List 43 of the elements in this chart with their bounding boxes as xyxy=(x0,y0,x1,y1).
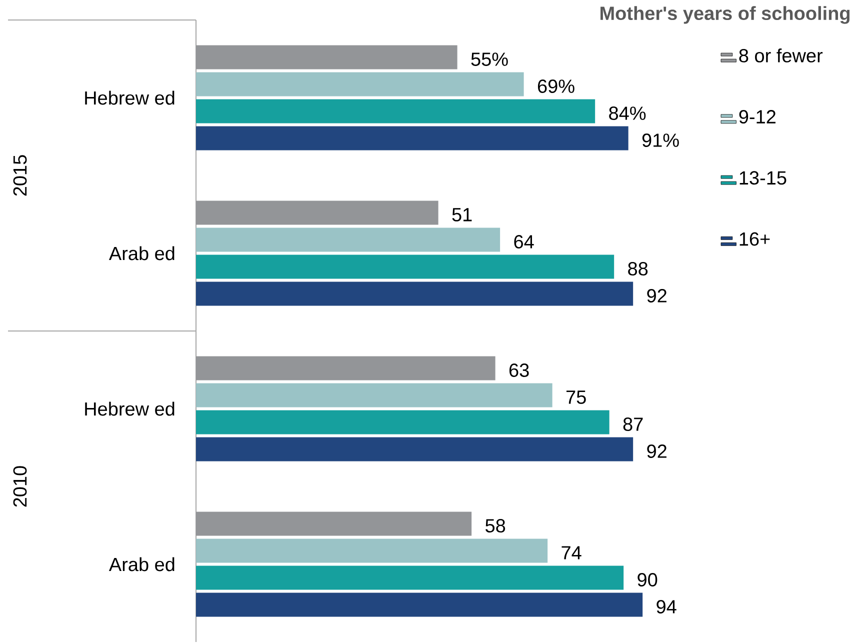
y-tick-label: Arab ed xyxy=(108,558,174,572)
data-label: 87 xyxy=(623,418,643,432)
text: 2015 xyxy=(13,155,27,196)
bar xyxy=(196,201,438,225)
data-label: 74 xyxy=(562,546,582,560)
bar xyxy=(196,282,634,306)
data-label: 63 xyxy=(509,364,529,378)
legend-title: Mother's years of schooling xyxy=(600,6,850,24)
data-label: 51 xyxy=(452,208,472,222)
y-tick-label: Arab ed xyxy=(108,246,174,260)
data-label: 92 xyxy=(647,289,666,303)
bar xyxy=(196,72,524,96)
data-label: 69% xyxy=(538,80,574,94)
data-label: 91% xyxy=(642,134,679,148)
bar xyxy=(196,438,634,462)
data-label: 84% xyxy=(609,106,646,120)
data-label: 88 xyxy=(628,262,648,276)
bar xyxy=(196,566,624,590)
text: 2010 xyxy=(13,466,27,507)
bar xyxy=(196,228,500,252)
bar xyxy=(196,126,628,150)
legend-label: 8 or fewer xyxy=(739,48,823,63)
y-tick-label: Hebrew ed xyxy=(85,402,174,416)
data-label: 55% xyxy=(471,52,508,66)
data-label: 75 xyxy=(566,390,586,404)
bar xyxy=(196,46,458,70)
bar xyxy=(196,356,496,380)
bar xyxy=(196,512,472,536)
bar xyxy=(196,100,596,124)
data-label: 90 xyxy=(638,573,658,587)
bar xyxy=(196,410,610,434)
legend-label: 16+ xyxy=(740,232,770,246)
y-tick-label: Hebrew ed xyxy=(85,91,174,105)
legend-label: 13-15 xyxy=(740,171,786,185)
bar xyxy=(196,539,548,563)
legend-label: 9-12 xyxy=(739,110,776,124)
data-label: 92 xyxy=(647,444,666,458)
data-label: 64 xyxy=(514,235,534,249)
bar xyxy=(196,593,643,617)
bar xyxy=(196,255,614,279)
data-label: 94 xyxy=(656,600,676,614)
bar xyxy=(196,384,552,408)
data-label: 58 xyxy=(486,519,506,533)
